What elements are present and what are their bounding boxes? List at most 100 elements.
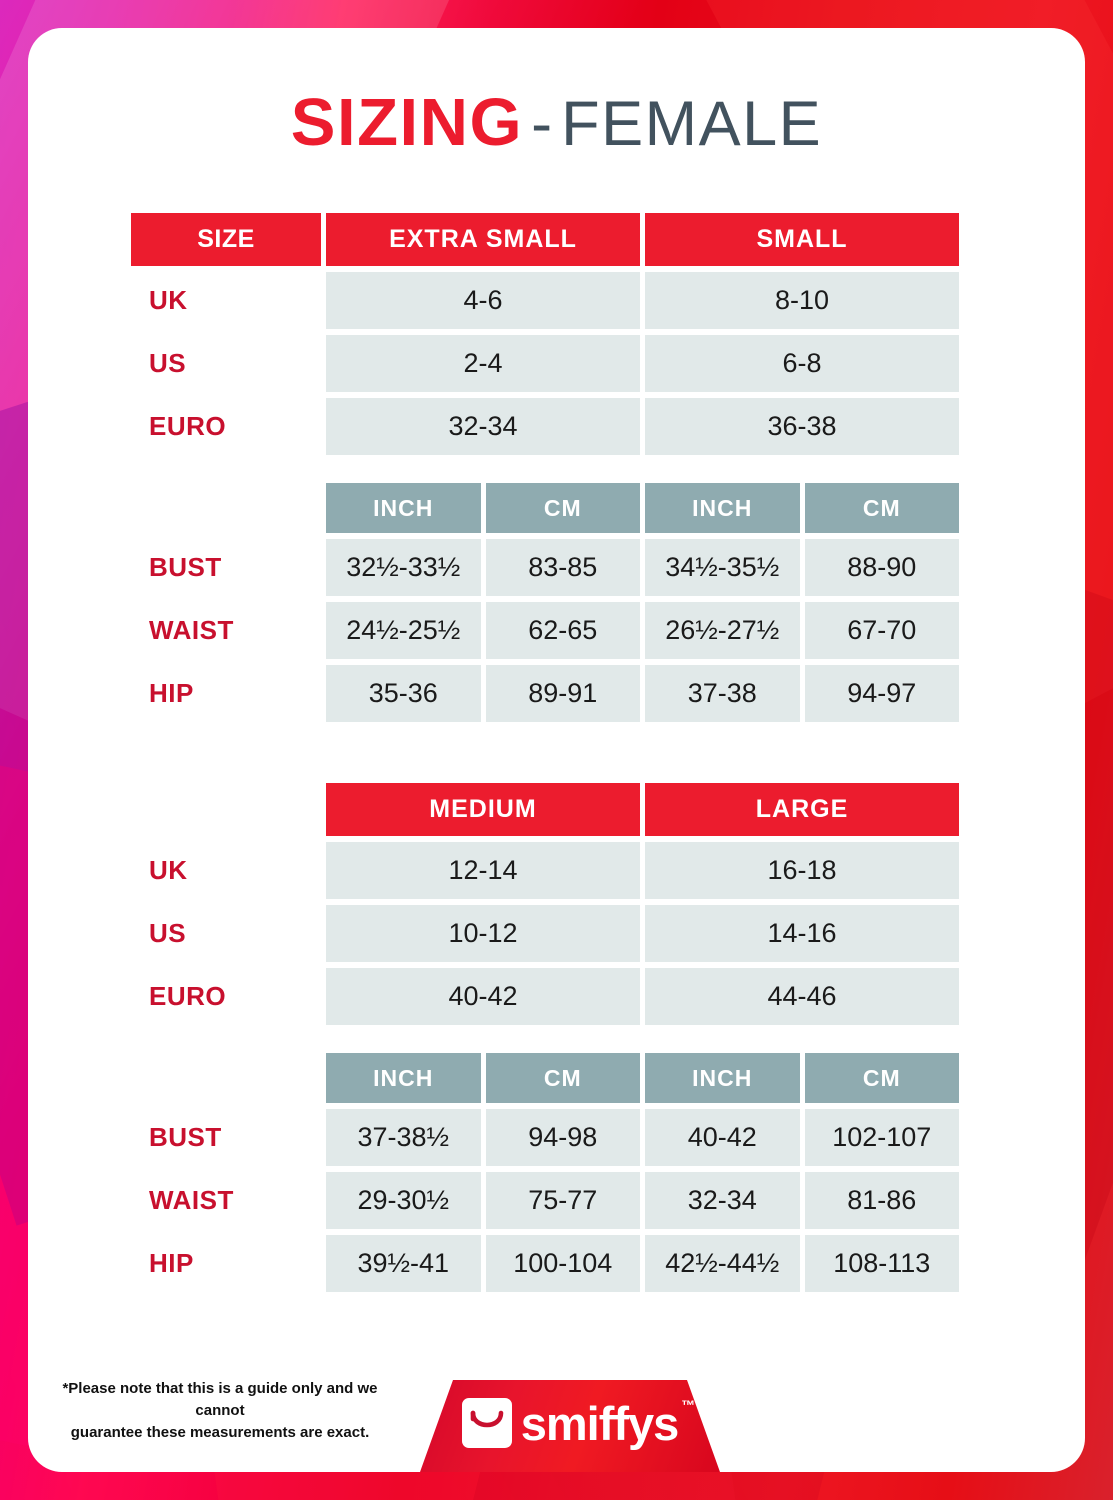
table-row-euro: EURO 32-34 36-38 — [131, 398, 961, 455]
unit-header-inch: INCH — [326, 1053, 481, 1103]
column-header: MEDIUM — [326, 783, 640, 836]
size-table-m-l: MEDIUM LARGE UK 12-14 16-18 US 10-12 14-… — [131, 783, 961, 1298]
table-row-waist: WAIST 29-30½ 75-77 32-34 81-86 — [131, 1172, 961, 1229]
table-cell: 37-38½ — [326, 1109, 481, 1166]
unit-columns-small: INCH CM — [645, 483, 959, 533]
size-column-large: LARGE — [645, 783, 959, 836]
table-cell: 62-65 — [485, 602, 640, 659]
table-cell: 37-38 — [645, 665, 800, 722]
title-secondary: FEMALE — [561, 89, 823, 159]
table-cell: 32½-33½ — [326, 539, 481, 596]
unit-header-inch: INCH — [645, 1053, 800, 1103]
column-header: SMALL — [645, 213, 959, 266]
table-cell: 6-8 — [645, 335, 959, 392]
title-separator: - — [531, 89, 554, 159]
table-row-us: US 10-12 14-16 — [131, 905, 961, 962]
disclaimer-line-1: *Please note that this is a guide only a… — [62, 1380, 378, 1419]
table-header-row: SIZE EXTRA SMALL SMALL — [131, 213, 961, 266]
table-cell: 2-4 — [326, 335, 640, 392]
table-cell: 40-42 — [326, 968, 640, 1025]
disclaimer-line-2: guarantee these measurements are exact. — [70, 1423, 370, 1441]
table-cell: 75-77 — [485, 1172, 640, 1229]
trademark-symbol: ™ — [681, 1396, 696, 1413]
row-label: WAIST — [149, 615, 234, 645]
table-header-row: MEDIUM LARGE — [131, 783, 961, 836]
row-label: BUST — [149, 1122, 222, 1152]
table-cell: 35-36 — [326, 665, 481, 722]
table-cell: 94-97 — [804, 665, 959, 722]
table-cell: 67-70 — [804, 602, 959, 659]
unit-header-inch: INCH — [326, 483, 481, 533]
table-row-bust: BUST 32½-33½ 83-85 34½-35½ 88-90 — [131, 539, 961, 596]
size-column-small: SMALL — [645, 213, 959, 266]
table-cell: 32-34 — [645, 1172, 800, 1229]
size-header-blank-label — [131, 783, 321, 836]
size-column-extra-small: EXTRA SMALL — [326, 213, 640, 266]
row-label: BUST — [149, 552, 222, 582]
row-spacer — [131, 461, 961, 483]
table-cell: 40-42 — [645, 1109, 800, 1166]
size-header-label: SIZE — [131, 213, 321, 266]
page-title: SIZING - FEMALE — [28, 28, 1085, 161]
table-row-hip: HIP 39½-41 100-104 42½-44½ 108-113 — [131, 1235, 961, 1292]
table-cell: 83-85 — [485, 539, 640, 596]
column-header: LARGE — [645, 783, 959, 836]
table-cell: 12-14 — [326, 842, 640, 899]
unit-header-inch: INCH — [645, 483, 800, 533]
logo-name: smiffys — [520, 1396, 680, 1450]
table-cell: 42½-44½ — [645, 1235, 800, 1292]
unit-columns-large: INCH CM — [645, 1053, 959, 1103]
row-spacer — [131, 1031, 961, 1053]
table-cell: 36-38 — [645, 398, 959, 455]
title-primary: SIZING — [290, 85, 524, 160]
unit-columns-medium: INCH CM — [326, 1053, 640, 1103]
table-cell: 32-34 — [326, 398, 640, 455]
table-cell: 108-113 — [804, 1235, 959, 1292]
table-cell: 89-91 — [485, 665, 640, 722]
unit-header-blank-label — [131, 1053, 321, 1103]
row-label: UK — [149, 285, 188, 315]
table-cell: 24½-25½ — [326, 602, 481, 659]
footer: *Please note that this is a guide only a… — [28, 1352, 1085, 1472]
table-cell: 81-86 — [804, 1172, 959, 1229]
brand-logo: smiffys ™ — [420, 1380, 720, 1472]
table-cell: 16-18 — [645, 842, 959, 899]
table-cell: 88-90 — [804, 539, 959, 596]
table-cell: 29-30½ — [326, 1172, 481, 1229]
smile-icon — [461, 1398, 512, 1448]
disclaimer-text: *Please note that this is a guide only a… — [40, 1378, 400, 1443]
table-cell: 102-107 — [804, 1109, 959, 1166]
table-row-uk: UK 4-6 8-10 — [131, 272, 961, 329]
table-cell: 44-46 — [645, 968, 959, 1025]
sizing-card: SIZING - FEMALE SIZE EXTRA SMALL SMALL UK … — [28, 28, 1085, 1472]
row-label: EURO — [149, 411, 227, 441]
table-cell: 34½-35½ — [645, 539, 800, 596]
unit-header-cm: CM — [804, 1053, 959, 1103]
table-cell: 4-6 — [326, 272, 640, 329]
table-row-bust: BUST 37-38½ 94-98 40-42 102-107 — [131, 1109, 961, 1166]
table-row-euro: EURO 40-42 44-46 — [131, 968, 961, 1025]
table-cell: 39½-41 — [326, 1235, 481, 1292]
table-row-hip: HIP 35-36 89-91 37-38 94-97 — [131, 665, 961, 722]
table-cell: 26½-27½ — [645, 602, 800, 659]
size-column-medium: MEDIUM — [326, 783, 640, 836]
unit-header-cm: CM — [485, 483, 640, 533]
table-cell: 14-16 — [645, 905, 959, 962]
unit-header-blank-label — [131, 483, 321, 533]
row-label: US — [149, 348, 187, 378]
row-label: EURO — [149, 981, 227, 1011]
table-row-uk: UK 12-14 16-18 — [131, 842, 961, 899]
unit-header-row: INCH CM INCH CM — [131, 483, 961, 533]
unit-header-row: INCH CM INCH CM — [131, 1053, 961, 1103]
unit-header-cm: CM — [485, 1053, 640, 1103]
row-label: WAIST — [149, 1185, 234, 1215]
row-label: HIP — [149, 1248, 194, 1278]
table-cell: 100-104 — [485, 1235, 640, 1292]
table-cell: 8-10 — [645, 272, 959, 329]
logo-wordmark-text: smiffys ™ — [520, 1396, 696, 1450]
row-label: HIP — [149, 678, 194, 708]
row-label: UK — [149, 855, 188, 885]
row-label: US — [149, 918, 187, 948]
unit-header-cm: CM — [804, 483, 959, 533]
column-header: EXTRA SMALL — [326, 213, 640, 266]
